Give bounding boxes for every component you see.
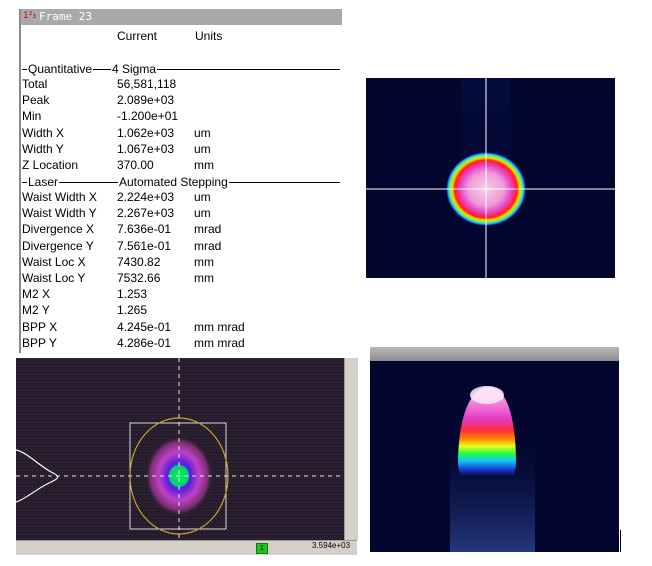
measurement-unit: um [194, 190, 211, 204]
measurement-row: Peak 2.089e+03 [22, 93, 342, 109]
measurement-name: M2 Y [22, 303, 50, 318]
measurement-unit: mm [194, 254, 214, 269]
measurement-value: 4.245e-01 [117, 319, 172, 334]
measurement-row: Divergence X 7.636e-01 mrad [22, 222, 342, 238]
measurement-value: 1.265 [117, 303, 148, 318]
divider [620, 530, 621, 552]
app-icon: 1²₃ [23, 11, 36, 21]
section-quantitative: Quantitative 4 Sigma [22, 62, 340, 76]
measurement-value: 7430.82 [117, 254, 161, 269]
measurement-row: Width Y 1.067e+03 um [22, 142, 342, 158]
measurement-unit: mm [194, 271, 214, 285]
measurement-unit: mm mrad [194, 319, 245, 334]
beam-3d-image [370, 347, 619, 552]
status-bar: 1 3.594e+03 [16, 540, 357, 555]
section-laser: Laser Automated Stepping [22, 175, 340, 189]
measurement-unit: mm mrad [194, 335, 245, 350]
measurement-value: 1.062e+03 [117, 125, 175, 140]
measurement-row: Waist Width Y 2.267e+03 um [22, 206, 342, 222]
measurement-value: 1.067e+03 [117, 141, 175, 156]
status-indicator[interactable]: 1 [256, 543, 268, 554]
measurement-name: Min [22, 109, 42, 124]
measurement-name: Divergence X [22, 222, 95, 237]
measurement-name: Waist Loc Y [22, 271, 86, 285]
beam-3d-panel[interactable] [370, 347, 619, 552]
measurement-unit: um [194, 125, 211, 140]
beam-profile-panel[interactable] [16, 358, 344, 540]
measurement-name: Z Location [22, 158, 79, 172]
section-label: Laser [27, 175, 60, 189]
measurement-value: 2.267e+03 [117, 206, 175, 221]
measurement-row: Width X 1.062e+03 um [22, 126, 342, 142]
measurement-row: BPP Y 4.286e-01 mm mrad [22, 336, 342, 352]
measurement-name: Peak [22, 93, 50, 108]
measurement-value: 7.636e-01 [117, 222, 172, 237]
measurement-name: Waist Width Y [22, 206, 97, 221]
results-window: 1²₃ Frame 23 Current Units Quantitative … [15, 0, 342, 353]
measurement-unit: um [194, 141, 211, 156]
measurement-value: 1.253 [117, 287, 148, 302]
measurement-name: Waist Loc X [22, 254, 86, 269]
measurement-row: Divergence Y 7.561e-01 mrad [22, 239, 342, 255]
vertical-scrollbar[interactable] [344, 358, 358, 540]
beam-2d-image [366, 78, 615, 278]
measurement-name: Waist Width X [22, 190, 97, 204]
section-mode: Automated Stepping [118, 175, 229, 189]
measurement-value: 56,581,118 [117, 77, 177, 91]
measurement-name: M2 X [22, 287, 51, 302]
measurement-name: Divergence Y [22, 238, 94, 253]
measurement-value: 370.00 [117, 158, 154, 172]
beam-2d-panel[interactable] [366, 78, 615, 278]
measurement-name: Total [22, 77, 48, 91]
measurement-value: -1.200e+01 [117, 109, 179, 124]
measurement-name: Width X [22, 125, 65, 140]
measurement-row: Waist Loc X 7430.82 mm [22, 255, 342, 271]
measurement-name: Width Y [22, 141, 64, 156]
measurement-value: 7532.66 [117, 271, 161, 285]
section-label: Quantitative [27, 62, 94, 76]
measurement-row: Total 56,581,118 [22, 77, 342, 93]
measurement-value: 2.089e+03 [117, 93, 175, 108]
measurement-row: BPP X 4.245e-01 mm mrad [22, 320, 342, 336]
measurement-value: 2.224e+03 [117, 190, 175, 204]
measurement-row: M2 Y 1.265 [22, 303, 342, 319]
measurement-row: Z Location 370.00 mm [22, 158, 342, 174]
title-bar[interactable]: 1²₃ Frame 23 [21, 9, 342, 25]
column-header-current: Current [117, 29, 158, 43]
window-title: Frame 23 [39, 10, 92, 23]
measurement-name: BPP Y [22, 335, 57, 350]
measurement-row: Waist Width X 2.224e+03 um [22, 190, 342, 206]
measurement-row: Min -1.200e+01 [22, 109, 342, 125]
status-readout: 3.594e+03 [312, 541, 351, 550]
beam-profile-image [16, 358, 344, 540]
column-header-units: Units [195, 29, 223, 43]
measurement-row: Waist Loc Y 7532.66 mm [22, 271, 342, 287]
section-mode: 4 Sigma [111, 62, 158, 76]
measurement-value: 4.286e-01 [117, 335, 172, 350]
measurement-unit: mm [194, 158, 214, 172]
measurement-unit: mrad [194, 222, 222, 237]
measurement-row: M2 X 1.253 [22, 287, 342, 303]
measurement-unit: um [194, 206, 211, 221]
measurement-name: BPP X [22, 319, 58, 334]
window-border [19, 9, 21, 353]
measurement-value: 7.561e-01 [117, 238, 172, 253]
measurement-unit: mrad [194, 238, 222, 253]
